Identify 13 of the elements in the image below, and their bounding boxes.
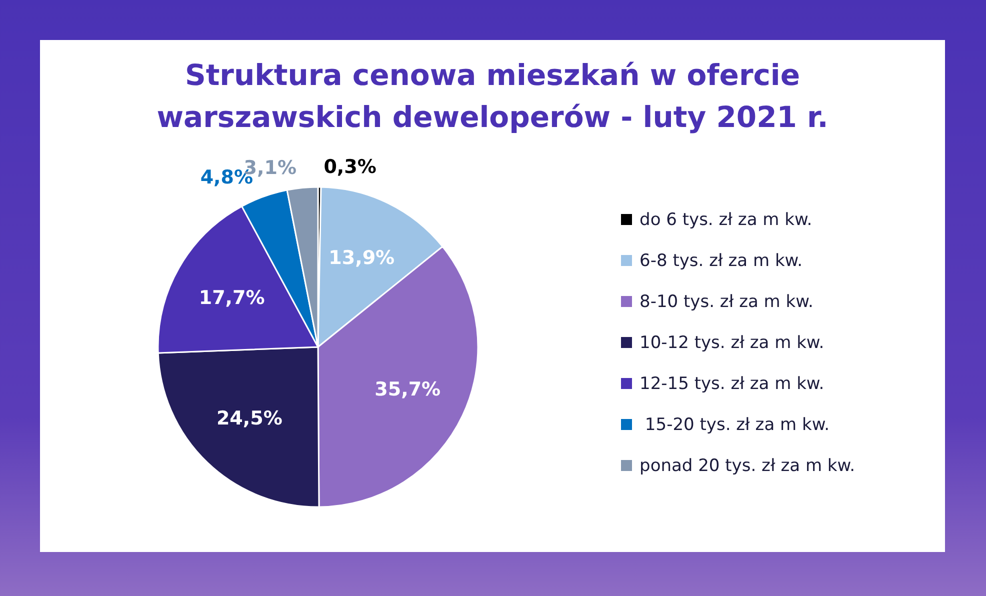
legend-label: 10-12 tys. zł za m kw. — [640, 332, 824, 352]
legend-label: 15-20 tys. zł za m kw. — [644, 414, 830, 434]
data-label: 17,7% — [198, 286, 265, 309]
data-label: 13,9% — [328, 246, 395, 269]
data-label: 24,5% — [216, 408, 282, 430]
legend-label: do 6 tys. zł za m kw. — [640, 210, 812, 230]
chart-title: Struktura cenowa mieszkań w ofercie warszawskich deweloperów - luty 2021 r. — [156, 57, 830, 136]
legend-label: 6-8 tys. zł za m kw. — [640, 250, 803, 270]
data-label: 0,3% — [324, 156, 376, 178]
legend-label: 12-15 tys. zł za m kw. — [640, 374, 824, 394]
legend-label: ponad 20 tys. zł za m kw. — [640, 456, 855, 476]
legend-label: 8-10 tys. zł za m kw. — [640, 292, 814, 312]
data-label: 35,7% — [374, 378, 441, 401]
